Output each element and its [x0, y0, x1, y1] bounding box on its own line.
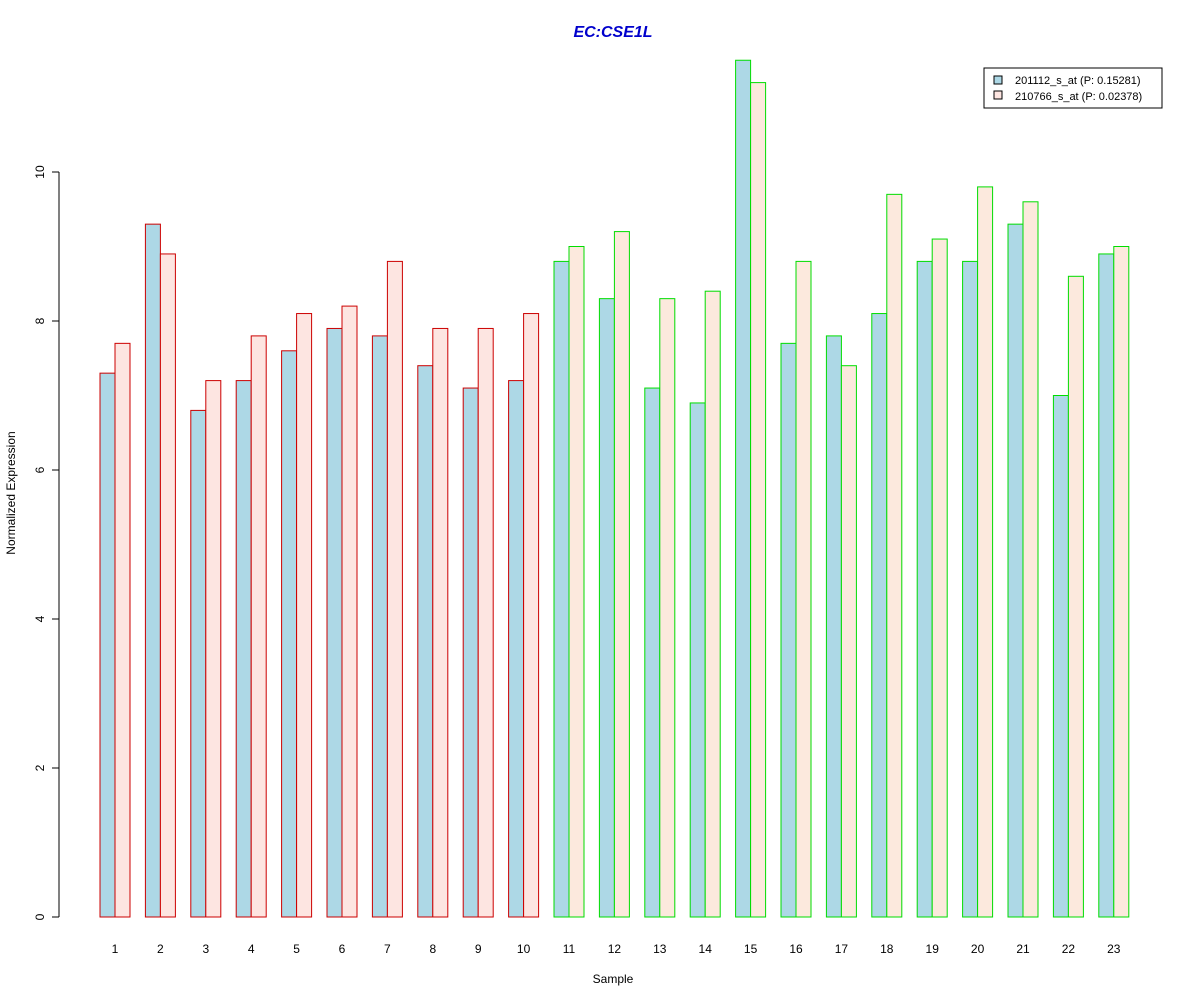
x-tick-label: 18	[880, 942, 894, 956]
x-tick-label: 15	[744, 942, 758, 956]
x-tick-label: 8	[429, 942, 436, 956]
bar-series-1-sample-2	[144, 223, 161, 918]
x-axis-label: Sample	[593, 972, 634, 986]
bar-series-2-sample-14	[704, 290, 721, 918]
bar-series-1-sample-13	[644, 387, 661, 918]
legend-box	[983, 67, 1163, 109]
bar-series-1-sample-17	[825, 335, 842, 918]
bar-series-1-sample-20	[962, 260, 979, 918]
bar-series-2-sample-6	[341, 305, 358, 918]
bar-series-1-sample-10	[508, 380, 525, 918]
x-tick-label: 7	[384, 942, 391, 956]
bar-series-1-sample-23	[1098, 253, 1115, 918]
bar-series-2-sample-16	[795, 260, 812, 918]
bar-series-1-sample-7	[371, 335, 388, 918]
bar-series-2-sample-17	[840, 365, 857, 918]
bar-series-2-sample-10	[523, 313, 540, 918]
bar-series-2-sample-20	[977, 186, 994, 918]
x-tick-label: 1	[112, 942, 119, 956]
bar-series-2-sample-23	[1113, 246, 1130, 918]
x-tick-label: 10	[517, 942, 531, 956]
x-tick-label: 14	[699, 942, 713, 956]
x-tick-label: 23	[1107, 942, 1121, 956]
y-tick-label: 0	[33, 913, 47, 920]
x-tick-label: 5	[293, 942, 300, 956]
bar-series-2-sample-11	[568, 246, 585, 918]
x-tick-label: 2	[157, 942, 164, 956]
bar-series-2-sample-7	[386, 260, 403, 918]
x-tick-label: 11	[563, 942, 576, 956]
x-tick-label: 22	[1062, 942, 1076, 956]
bar-series-1-sample-11	[553, 260, 570, 918]
y-tick-label: 6	[33, 466, 47, 473]
bar-series-2-sample-13	[659, 298, 676, 918]
bar-series-1-sample-21	[1007, 223, 1024, 918]
bar-series-2-sample-4	[250, 335, 267, 918]
bar-series-2-sample-5	[296, 313, 313, 918]
y-tick-label: 4	[33, 615, 47, 622]
x-tick-label: 19	[926, 942, 940, 956]
bar-series-2-sample-21	[1022, 201, 1039, 918]
bar-series-2-sample-8	[432, 327, 449, 918]
bar-series-1-sample-1	[99, 372, 116, 918]
bar-series-1-sample-15	[735, 59, 752, 918]
bar-series-2-sample-19	[931, 238, 948, 918]
x-tick-label: 17	[835, 942, 849, 956]
x-tick-label: 3	[202, 942, 209, 956]
bar-series-1-sample-9	[462, 387, 479, 918]
bar-series-1-sample-22	[1052, 395, 1069, 918]
x-tick-label: 6	[339, 942, 346, 956]
x-tick-label: 16	[789, 942, 803, 956]
bar-series-2-sample-12	[613, 231, 630, 918]
x-tick-labels: 1 2 3 4 5 6 7 8 9 10 11 12 13 14 15 16 17 18 19 20 21 22 23	[112, 942, 1121, 956]
bar-series-2-sample-15	[750, 82, 767, 918]
bar-series-1-sample-16	[780, 342, 797, 918]
legend: 201112_s_at (P: 0.15281) 210766_s_at (P:…	[983, 67, 1163, 109]
bar-series-2-sample-9	[477, 327, 494, 918]
y-tick-label: 10	[33, 165, 47, 179]
x-tick-label: 13	[653, 942, 667, 956]
x-tick-label: 20	[971, 942, 985, 956]
y-axis-label: Normalized Expression	[4, 431, 18, 554]
chart-title: EC:CSE1L	[573, 24, 652, 41]
x-tick-label: 4	[248, 942, 255, 956]
bar-series-1-sample-5	[281, 350, 298, 918]
bar-series-1-sample-4	[235, 380, 252, 918]
x-tick-label: 9	[475, 942, 482, 956]
x-tick-label: 21	[1016, 942, 1030, 956]
bar-series-1-sample-19	[916, 260, 933, 918]
x-tick-label: 12	[608, 942, 622, 956]
bar-series-2-sample-18	[886, 193, 903, 918]
y-tick-label: 2	[33, 764, 47, 771]
bar-series-2-sample-1	[114, 342, 131, 918]
legend-swatch-series-1	[993, 75, 1003, 85]
legend-label-series-1: 201112_s_at (P: 0.15281)	[1015, 75, 1141, 87]
legend-label-series-2: 210766_s_at (P: 0.02378)	[1015, 91, 1142, 103]
bar-series-1-sample-3	[190, 409, 207, 918]
legend-swatch-series-2	[993, 90, 1003, 100]
bar-series-2-sample-2	[159, 253, 176, 918]
bars	[99, 59, 1130, 918]
bar-series-2-sample-3	[205, 380, 222, 918]
bar-series-1-sample-8	[417, 365, 434, 918]
y-axis: 0 2 4 6 8 10	[33, 165, 60, 920]
bar-series-1-sample-12	[598, 298, 615, 918]
bar-series-1-sample-6	[326, 327, 343, 918]
bar-series-1-sample-14	[689, 402, 706, 918]
y-tick-label: 8	[33, 317, 47, 324]
bar-series-1-sample-18	[871, 313, 888, 918]
bar-series-2-sample-22	[1067, 275, 1084, 918]
